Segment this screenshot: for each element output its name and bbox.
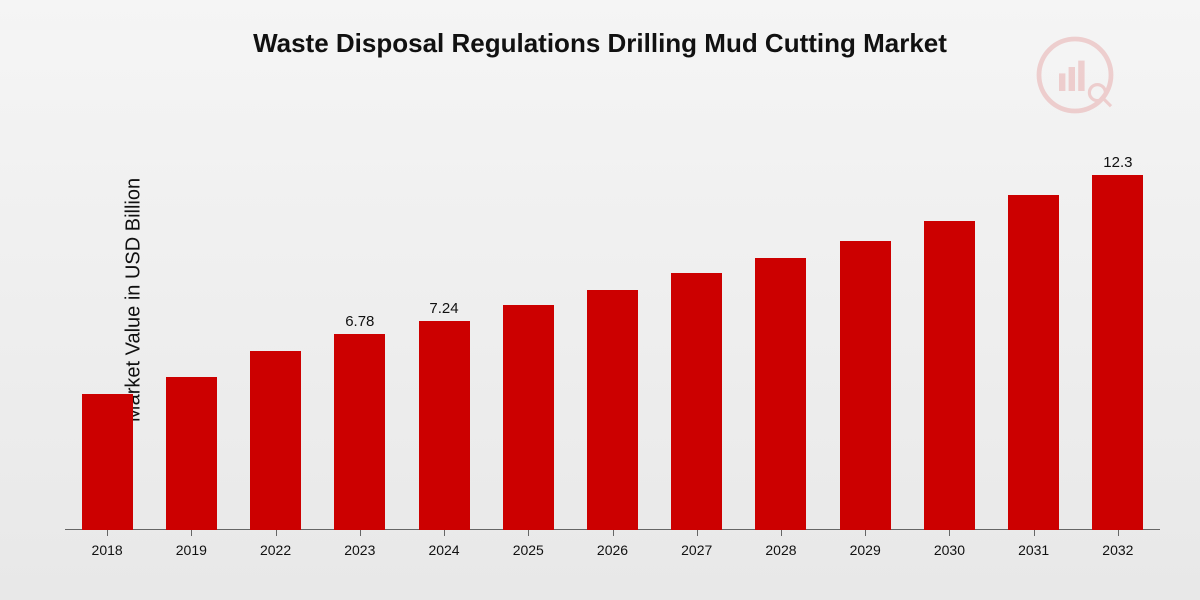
bar-rect bbox=[166, 377, 217, 530]
watermark-logo-icon bbox=[1035, 35, 1115, 115]
x-tick bbox=[444, 530, 445, 536]
bar-2029 bbox=[840, 241, 891, 530]
bar-2026 bbox=[587, 290, 638, 530]
x-axis-label: 2027 bbox=[681, 542, 712, 558]
bar-2019 bbox=[166, 377, 217, 530]
x-tick bbox=[276, 530, 277, 536]
chart-plot-area: 2018201920222023202420252026202720282029… bbox=[65, 140, 1160, 530]
bar-value-label: 7.24 bbox=[429, 300, 458, 317]
bar-value-label: 12.3 bbox=[1103, 154, 1132, 171]
x-tick bbox=[781, 530, 782, 536]
bar-rect bbox=[1008, 195, 1059, 530]
x-tick bbox=[949, 530, 950, 536]
x-tick bbox=[360, 530, 361, 536]
x-axis-label: 2022 bbox=[260, 542, 291, 558]
bar-2018 bbox=[82, 394, 133, 530]
x-axis-label: 2028 bbox=[765, 542, 796, 558]
x-axis-label: 2031 bbox=[1018, 542, 1049, 558]
bar-rect bbox=[671, 273, 722, 530]
x-axis-label: 2030 bbox=[934, 542, 965, 558]
bar-2022 bbox=[250, 351, 301, 530]
x-axis-label: 2026 bbox=[597, 542, 628, 558]
bar-2027 bbox=[671, 273, 722, 530]
bar-rect bbox=[250, 351, 301, 530]
x-axis-label: 2023 bbox=[344, 542, 375, 558]
bar-rect bbox=[419, 321, 470, 530]
x-axis-label: 2025 bbox=[513, 542, 544, 558]
x-tick bbox=[528, 530, 529, 536]
x-tick bbox=[107, 530, 108, 536]
bar-rect bbox=[924, 221, 975, 530]
bar-rect bbox=[840, 241, 891, 530]
chart-title: Waste Disposal Regulations Drilling Mud … bbox=[0, 0, 1200, 69]
x-tick bbox=[1034, 530, 1035, 536]
x-tick bbox=[697, 530, 698, 536]
bar-2024: 7.24 bbox=[419, 300, 470, 530]
bar-rect bbox=[587, 290, 638, 530]
x-tick bbox=[613, 530, 614, 536]
bar-2028 bbox=[755, 258, 806, 530]
bar-rect bbox=[503, 305, 554, 530]
bar-2023: 6.78 bbox=[334, 313, 385, 530]
bar-value-label: 6.78 bbox=[345, 313, 374, 330]
x-axis-label: 2032 bbox=[1102, 542, 1133, 558]
x-axis-label: 2019 bbox=[176, 542, 207, 558]
x-tick bbox=[191, 530, 192, 536]
x-tick bbox=[1118, 530, 1119, 536]
bar-2032: 12.3 bbox=[1092, 154, 1143, 530]
bar-2025 bbox=[503, 305, 554, 530]
bar-rect bbox=[334, 334, 385, 530]
bar-rect bbox=[755, 258, 806, 530]
bar-rect bbox=[1092, 175, 1143, 530]
bar-2030 bbox=[924, 221, 975, 530]
x-tick bbox=[865, 530, 866, 536]
x-axis-label: 2029 bbox=[850, 542, 881, 558]
bar-2031 bbox=[1008, 195, 1059, 530]
x-axis-label: 2024 bbox=[428, 542, 459, 558]
x-axis-label: 2018 bbox=[92, 542, 123, 558]
bar-rect bbox=[82, 394, 133, 530]
